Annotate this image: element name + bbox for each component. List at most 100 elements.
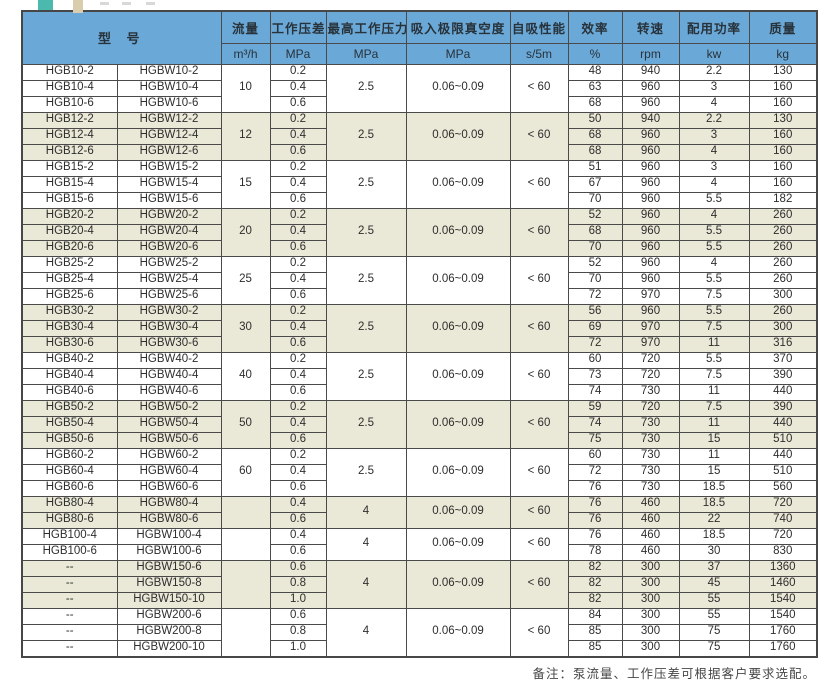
cell-pressure-diff: 0.6	[269, 335, 327, 353]
cell-efficiency: 72	[567, 335, 623, 353]
cell-vacuum: 0.06~0.09	[405, 303, 511, 353]
cell-efficiency: 48	[567, 63, 623, 81]
cell-power: 7.5	[678, 399, 750, 417]
cell-model-hgb: HGB30-4	[21, 319, 118, 337]
cell-model-hgbw: HGBW200-6	[116, 607, 222, 625]
cell-pressure-diff: 0.6	[269, 287, 327, 305]
cell-model-hgbw: HGBW60-4	[116, 463, 222, 481]
cell-mass: 390	[748, 399, 818, 417]
cell-flow: 30	[220, 303, 271, 353]
cell-efficiency: 60	[567, 447, 623, 465]
cell-efficiency: 84	[567, 607, 623, 625]
cell-efficiency: 70	[567, 191, 623, 209]
cell-power: 4	[678, 143, 750, 161]
cell-model-hgb: HGB60-2	[21, 447, 118, 465]
cell-efficiency: 68	[567, 127, 623, 145]
table-row: HGB60-4 HGBW60-4 0.4 72 730 15 510	[21, 463, 818, 481]
header-vacuum: 吸入极限真空度	[405, 10, 511, 44]
cell-mass: 1760	[748, 639, 818, 657]
cell-model-hgbw: HGBW25-6	[116, 287, 222, 305]
cell-self-priming: < 60	[509, 559, 569, 609]
cell-model-hgb: HGB40-4	[21, 367, 118, 385]
cell-efficiency: 75	[567, 431, 623, 449]
cell-mass: 160	[748, 175, 818, 193]
cell-speed: 720	[621, 399, 680, 417]
cell-model-hgb: HGB20-6	[21, 239, 118, 257]
table-row: HGB50-6 HGBW50-6 0.6 75 730 15 510	[21, 431, 818, 449]
cell-mass: 260	[748, 303, 818, 321]
cell-efficiency: 82	[567, 591, 623, 609]
cell-flow: 12	[220, 111, 271, 161]
table-row: HGB20-6 HGBW20-6 0.6 70 960 5.5 260	[21, 239, 818, 257]
table-row: HGB40-2 HGBW40-2 40 0.2 2.5 0.06~0.09 < 60 60 72…	[21, 351, 818, 401]
cell-vacuum: 0.06~0.09	[405, 447, 511, 497]
cell-pressure-diff: 0.2	[269, 351, 327, 369]
cell-power: 5.5	[678, 223, 750, 241]
cell-pressure-diff: 1.0	[269, 639, 327, 657]
cell-speed: 940	[621, 63, 680, 81]
cell-speed: 460	[621, 527, 680, 545]
cell-max-pressure: 2.5	[325, 303, 407, 353]
cell-model-hgb: HGB25-6	[21, 287, 118, 305]
cell-model-hgb: HGB20-4	[21, 223, 118, 241]
cell-speed: 960	[621, 79, 680, 97]
cell-mass: 440	[748, 415, 818, 433]
cell-model-hgbw: HGBW10-2	[116, 63, 222, 81]
cell-speed: 960	[621, 207, 680, 225]
cell-model-hgbw: HGBW25-2	[116, 255, 222, 273]
cell-efficiency: 59	[567, 399, 623, 417]
cell-mass: 300	[748, 287, 818, 305]
table-row: HGB20-4 HGBW20-4 0.4 68 960 5.5 260	[21, 223, 818, 241]
table-row: -- HGBW150-8 0.8 82 300 45 1460	[21, 575, 818, 593]
table-row: HGB25-6 HGBW25-6 0.6 72 970 7.5 300	[21, 287, 818, 305]
cell-model-hgb: HGB40-6	[21, 383, 118, 401]
cell-mass: 160	[748, 79, 818, 97]
cell-mass: 182	[748, 191, 818, 209]
cell-speed: 730	[621, 463, 680, 481]
cell-power: 3	[678, 127, 750, 145]
cell-power: 11	[678, 447, 750, 465]
cell-mass: 370	[748, 351, 818, 369]
cell-model-hgb: HGB15-2	[21, 159, 118, 177]
cell-power: 4	[678, 95, 750, 113]
cell-model-hgb: HGB30-2	[21, 303, 118, 321]
cell-model-hgb: HGB15-6	[21, 191, 118, 209]
cell-efficiency: 82	[567, 559, 623, 577]
cell-power: 2.2	[678, 63, 750, 81]
cell-mass: 130	[748, 111, 818, 129]
table-row: HGB60-2 HGBW60-2 60 0.2 2.5 0.06~0.09 < 60 60 73…	[21, 447, 818, 497]
cell-model-hgb: HGB40-2	[21, 351, 118, 369]
cell-power: 18.5	[678, 527, 750, 545]
cell-model-hgbw: HGBW200-8	[116, 623, 222, 641]
table-header: 型 号 流量 工作压差 最高工作压力 吸入极限真空度 自吸性能 效率 转速 配用…	[21, 10, 818, 65]
cell-mass: 160	[748, 159, 818, 177]
cell-max-pressure: 2.5	[325, 111, 407, 161]
table-row: HGB30-2 HGBW30-2 30 0.2 2.5 0.06~0.09 < 60 56 96…	[21, 303, 818, 353]
cell-power: 22	[678, 511, 750, 529]
cell-vacuum: 0.06~0.09	[405, 399, 511, 449]
cell-pressure-diff: 0.8	[269, 623, 327, 641]
cell-model-hgbw: HGBW60-6	[116, 479, 222, 497]
header-unit-row: m³/h MPa MPa MPa s/5m % rpm kw kg	[22, 42, 818, 65]
table-row: HGB30-4 HGBW30-4 0.4 69 970 7.5 300	[21, 319, 818, 337]
cell-self-priming: < 60	[509, 527, 569, 561]
table-row: HGB12-4 HGBW12-4 0.4 68 960 3 160	[21, 127, 818, 145]
cell-mass: 510	[748, 463, 818, 481]
cell-speed: 300	[621, 607, 680, 625]
cell-speed: 970	[621, 287, 680, 305]
cell-mass: 1360	[748, 559, 818, 577]
cell-speed: 460	[621, 543, 680, 561]
cell-vacuum: 0.06~0.09	[405, 607, 511, 657]
cell-power: 4	[678, 175, 750, 193]
cropped-banner-text-fragment	[100, 2, 109, 5]
cell-pressure-diff: 0.6	[269, 431, 327, 449]
cell-vacuum: 0.06~0.09	[405, 159, 511, 209]
cell-model-hgbw: HGBW40-2	[116, 351, 222, 369]
cell-self-priming: < 60	[509, 303, 569, 353]
header-max-pressure: 最高工作压力	[325, 10, 407, 44]
cell-efficiency: 69	[567, 319, 623, 337]
cell-model-hgbw: HGBW20-4	[116, 223, 222, 241]
cell-mass: 260	[748, 207, 818, 225]
cell-max-pressure: 2.5	[325, 159, 407, 209]
header-power: 配用功率	[678, 10, 750, 44]
